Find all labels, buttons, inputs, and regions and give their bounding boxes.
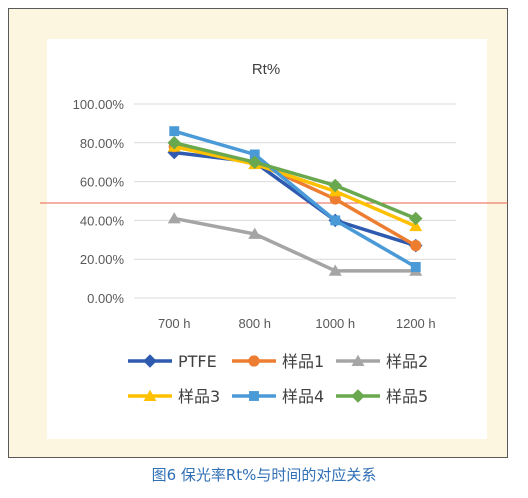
series-5 (169, 126, 421, 272)
legend-marker (351, 389, 365, 403)
x-tick-label: 1000 h (315, 316, 355, 331)
series-line (172, 144, 418, 228)
y-tick-label: 0.00% (87, 291, 124, 306)
y-tick-label: 80.00% (80, 136, 125, 151)
legend-item: 样品2 (336, 352, 428, 371)
data-point (330, 215, 341, 226)
legend-label: 样品1 (282, 352, 324, 371)
legend-label: 样品4 (282, 387, 324, 406)
legend-marker (143, 354, 157, 368)
legend-label: 样品2 (386, 352, 428, 371)
data-point (248, 155, 262, 169)
data-point (328, 264, 342, 276)
x-tick-label: 700 h (158, 316, 191, 331)
data-point (167, 212, 181, 224)
data-point (248, 227, 262, 239)
data-point (169, 126, 180, 137)
legend-item: 样品4 (232, 387, 324, 406)
legend-marker (143, 389, 157, 401)
y-tick-label: 100.00% (73, 97, 125, 112)
data-point (249, 149, 260, 160)
data-point (410, 240, 422, 252)
data-point (328, 178, 342, 193)
legend-label: 样品3 (178, 387, 220, 406)
legend-marker (249, 391, 259, 401)
chart-frame (8, 8, 508, 458)
legend-marker (248, 355, 260, 367)
y-tick-label: 20.00% (80, 252, 125, 267)
data-point (409, 211, 423, 226)
chart-title: Rt% (252, 61, 280, 78)
legend-item: PTFE (128, 352, 217, 371)
legend-item: 样品3 (128, 387, 220, 406)
legend-item: 样品1 (232, 352, 324, 371)
series-line (172, 216, 418, 273)
series-6 (167, 136, 423, 226)
data-point (410, 262, 421, 272)
figure-caption: 图6 保光率Rt%与时间的对应关系 (151, 466, 377, 484)
data-point (409, 219, 423, 232)
legend-label: PTFE (178, 352, 217, 371)
legend-label: 样品5 (386, 387, 428, 406)
series-line (172, 150, 418, 248)
y-tick-label: 40.00% (80, 213, 125, 228)
series-line (172, 141, 418, 221)
series-line (172, 144, 418, 248)
data-point (329, 193, 341, 205)
series-line (172, 129, 418, 269)
series-3 (167, 212, 423, 276)
data-point (167, 136, 181, 150)
x-tick-label: 1200 h (396, 316, 436, 331)
legend-item: 样品5 (336, 387, 428, 406)
series-1 (167, 145, 423, 253)
legend-marker (351, 354, 365, 366)
x-tick-label: 800 h (238, 316, 271, 331)
y-tick-label: 60.00% (80, 175, 125, 190)
